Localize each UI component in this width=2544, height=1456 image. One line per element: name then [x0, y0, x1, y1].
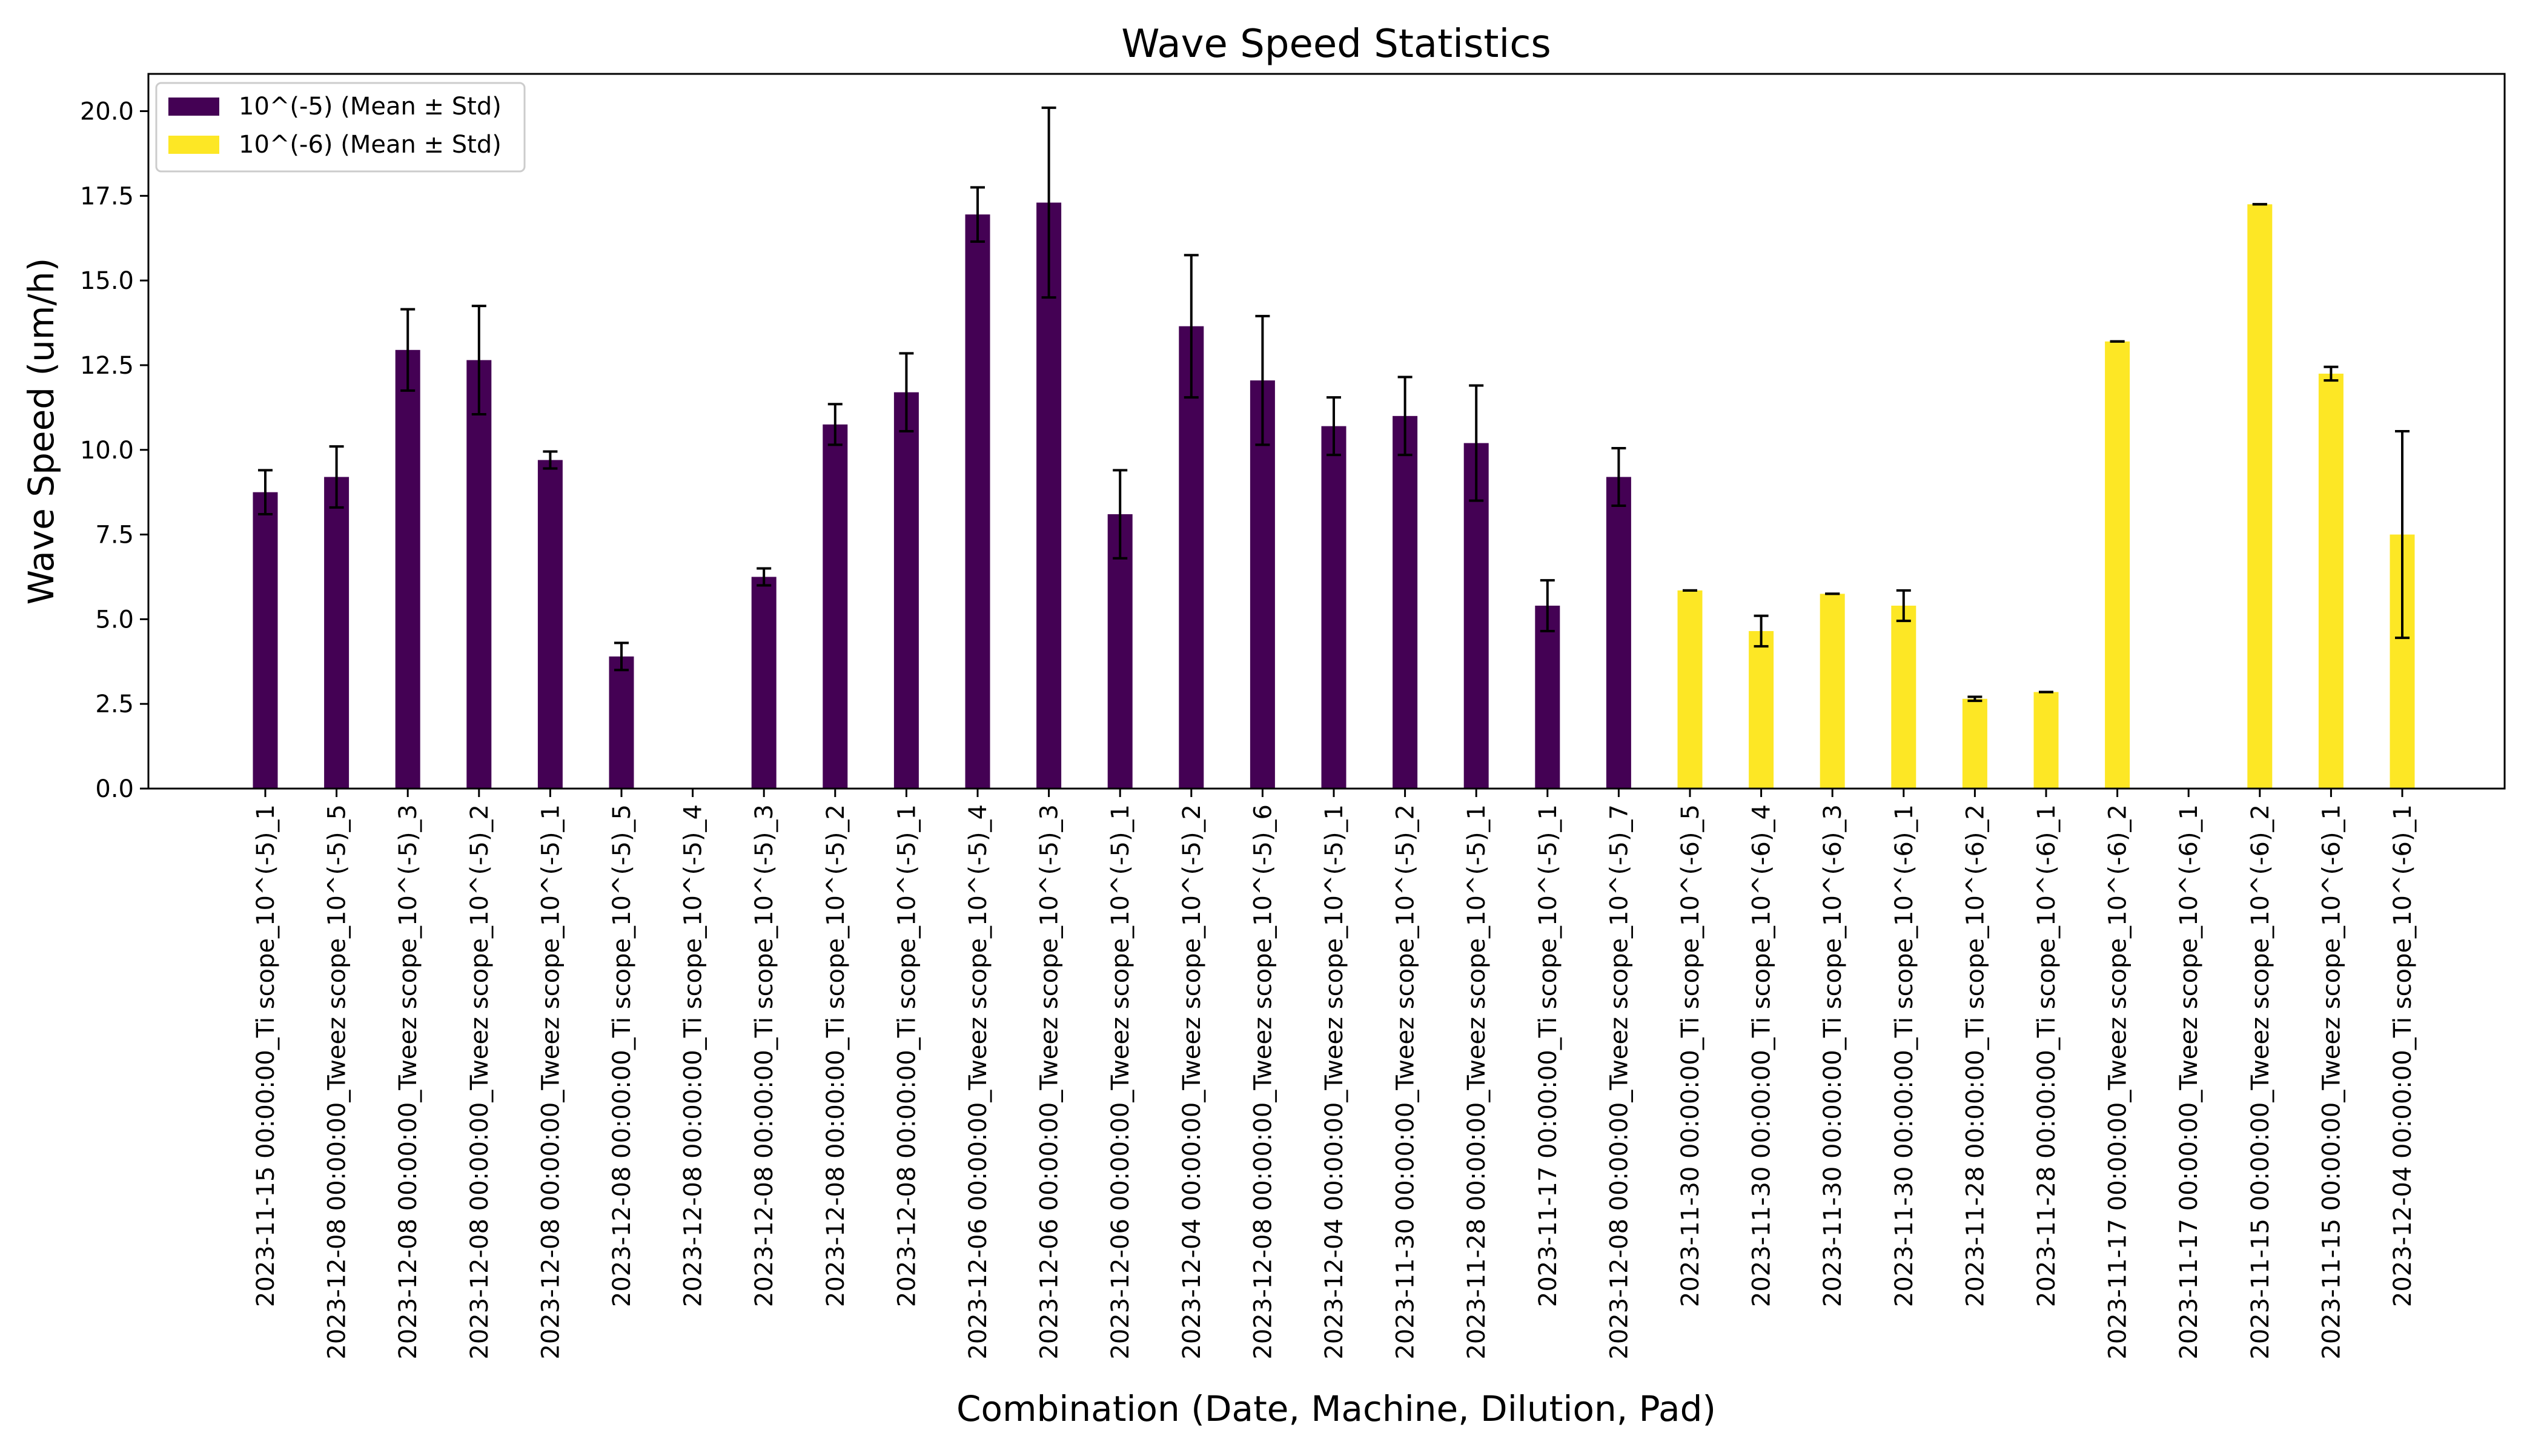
bar — [253, 492, 278, 789]
legend-label-series-2: 10^(-6) (Mean ± Std) — [239, 131, 502, 159]
bar — [751, 577, 777, 789]
x-tick-label: 2023-12-04 00:00:00_Tweez scope_10^(-5)_… — [1320, 804, 1348, 1360]
x-tick-label: 2023-11-30 00:00:00_Ti scope_10^(-6)_3 — [1819, 804, 1847, 1307]
x-tick-label: 2023-11-28 00:00:00_Ti scope_10^(-6)_1 — [2033, 804, 2061, 1307]
x-tick-label: 2023-11-15 00:00:00_Ti scope_10^(-5)_1 — [252, 804, 280, 1307]
bar — [1393, 415, 1418, 789]
x-tick-label: 2023-12-04 00:00:00_Ti scope_10^(-6)_1 — [2389, 804, 2417, 1307]
bar — [1036, 202, 1062, 789]
x-tick-label: 2023-11-15 00:00:00_Tweez scope_10^(-6)_… — [2317, 804, 2345, 1360]
y-tick-label: 0.0 — [95, 775, 134, 803]
bar — [537, 460, 563, 789]
bar — [1677, 590, 1703, 789]
bar — [2247, 204, 2273, 789]
bar — [2318, 373, 2344, 789]
x-tick-label: 2023-12-08 00:00:00_Tweez scope_10^(-5)_… — [537, 804, 565, 1360]
y-tick-label: 7.5 — [95, 521, 134, 549]
bar — [1321, 426, 1347, 789]
bar — [1749, 630, 1774, 789]
bar — [1606, 477, 1631, 789]
x-tick-label: 2023-12-04 00:00:00_Tweez scope_10^(-5)_… — [1178, 804, 1206, 1360]
y-tick-label: 2.5 — [95, 690, 134, 718]
x-tick-label: 2023-11-17 00:00:00_Tweez scope_10^(-6)_… — [2104, 804, 2132, 1360]
bar — [1250, 380, 1275, 789]
bar — [324, 477, 349, 789]
x-tick-label: 2023-12-06 00:00:00_Tweez scope_10^(-5)_… — [1107, 804, 1135, 1360]
x-tick-label: 2023-11-28 00:00:00_Tweez scope_10^(-5)_… — [1463, 804, 1491, 1360]
bar — [2033, 692, 2059, 789]
bar — [1820, 594, 1845, 789]
x-tick-label: 2023-12-08 00:00:00_Ti scope_10^(-5)_3 — [750, 804, 778, 1307]
legend-frame — [155, 82, 526, 173]
bar — [823, 424, 848, 789]
legend-swatch-series-2 — [168, 136, 219, 154]
bar — [893, 392, 919, 789]
x-tick-label: 2023-12-08 00:00:00_Tweez scope_10^(-5)_… — [466, 804, 494, 1360]
bar — [1535, 606, 1560, 789]
bar — [1107, 514, 1133, 789]
x-tick-label: 2023-11-30 00:00:00_Ti scope_10^(-6)_4 — [1748, 804, 1776, 1307]
x-tick-label: 2023-11-17 00:00:00_Ti scope_10^(-5)_1 — [1534, 804, 1562, 1307]
x-tick-label: 2023-12-08 00:00:00_Ti scope_10^(-5)_1 — [893, 804, 921, 1307]
legend-label-series-1: 10^(-5) (Mean ± Std) — [239, 93, 502, 121]
bars-layer — [253, 202, 2415, 789]
y-tick-label: 15.0 — [80, 267, 134, 295]
bar — [1891, 606, 1916, 789]
x-tick-label: 2023-12-08 00:00:00_Ti scope_10^(-5)_5 — [608, 804, 636, 1307]
legend: 10^(-5) (Mean ± Std) 10^(-6) (Mean ± Std… — [155, 82, 526, 173]
x-tick-label: 2023-11-30 00:00:00_Ti scope_10^(-6)_1 — [1890, 804, 1918, 1307]
x-tick-label: 2023-12-08 00:00:00_Tweez scope_10^(-5)_… — [323, 804, 351, 1360]
x-tick-label: 2023-12-08 00:00:00_Tweez scope_10^(-5)_… — [394, 804, 422, 1360]
y-axis: 0.0 2.5 5.0 7.5 10.0 12.5 15.0 17.5 20.0 — [80, 98, 148, 803]
x-tick-label: 2023-12-06 00:00:00_Tweez scope_10^(-5)_… — [964, 804, 992, 1360]
y-tick-label: 17.5 — [80, 182, 134, 210]
legend-swatch-series-1 — [168, 98, 219, 116]
x-tick-label: 2023-12-08 00:00:00_Tweez scope_10^(-5)_… — [1605, 804, 1633, 1360]
x-tick-label: 2023-11-17 00:00:00_Tweez scope_10^(-6)_… — [2175, 804, 2203, 1360]
y-tick-label: 10.0 — [80, 437, 134, 465]
x-axis-label: Combination (Date, Machine, Dilution, Pa… — [956, 1388, 1716, 1429]
error-bars-layer — [258, 106, 2410, 703]
y-tick-label: 20.0 — [80, 98, 134, 126]
y-axis-label: Wave Speed (um/h) — [21, 258, 62, 605]
x-tick-label: 2023-12-08 00:00:00_Ti scope_10^(-5)_4 — [680, 804, 707, 1307]
y-tick-label: 5.0 — [95, 606, 134, 634]
bar — [1962, 698, 1987, 789]
x-axis: 2023-11-15 00:00:00_Ti scope_10^(-5)_1 20… — [252, 789, 2417, 1360]
bar — [466, 360, 492, 789]
x-tick-label: 2023-11-30 00:00:00_Ti scope_10^(-6)_5 — [1677, 804, 1704, 1307]
x-tick-label: 2023-12-08 00:00:00_Tweez scope_10^(-5)_… — [1249, 804, 1277, 1360]
x-tick-label: 2023-11-30 00:00:00_Tweez scope_10^(-5)_… — [1392, 804, 1420, 1360]
x-tick-label: 2023-11-15 00:00:00_Tweez scope_10^(-6)_… — [2247, 804, 2274, 1360]
plot-frame — [147, 73, 2506, 790]
bar — [395, 349, 420, 789]
x-tick-label: 2023-12-06 00:00:00_Tweez scope_10^(-5)_… — [1036, 804, 1064, 1360]
x-tick-label: 2023-11-28 00:00:00_Ti scope_10^(-6)_2 — [1961, 804, 1989, 1307]
bar — [965, 214, 990, 789]
chart-title: Wave Speed Statistics — [1121, 22, 1551, 67]
bar — [2105, 341, 2130, 789]
x-tick-label: 2023-12-08 00:00:00_Ti scope_10^(-5)_2 — [822, 804, 850, 1307]
y-tick-label: 12.5 — [80, 352, 134, 380]
bar — [1179, 326, 1204, 789]
bar — [609, 656, 634, 789]
